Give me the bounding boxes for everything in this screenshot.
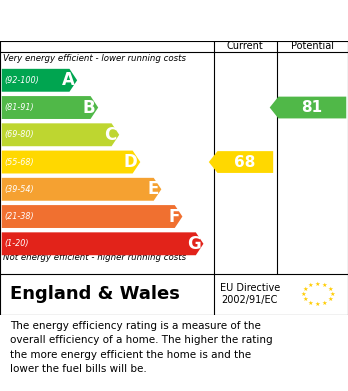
- Text: ★: ★: [307, 283, 313, 288]
- Text: G: G: [187, 235, 201, 253]
- Text: ★: ★: [307, 301, 313, 305]
- Polygon shape: [2, 178, 161, 201]
- Polygon shape: [2, 69, 77, 92]
- Text: ★: ★: [302, 287, 308, 292]
- Text: ★: ★: [300, 292, 306, 297]
- Polygon shape: [270, 97, 346, 118]
- Text: (81-91): (81-91): [4, 103, 34, 112]
- Text: The energy efficiency rating is a measure of the
overall efficiency of a home. T: The energy efficiency rating is a measur…: [10, 321, 273, 374]
- Text: ★: ★: [327, 287, 333, 292]
- Text: E: E: [147, 180, 159, 198]
- Text: ★: ★: [302, 297, 308, 302]
- Text: B: B: [83, 99, 95, 117]
- Text: (21-38): (21-38): [4, 212, 34, 221]
- Text: EU Directive
2002/91/EC: EU Directive 2002/91/EC: [220, 283, 280, 305]
- Text: D: D: [124, 153, 137, 171]
- Text: ★: ★: [322, 283, 328, 288]
- Text: ★: ★: [327, 297, 333, 302]
- Text: 68: 68: [235, 154, 256, 170]
- Text: ★: ★: [322, 301, 328, 305]
- Polygon shape: [209, 151, 273, 173]
- Text: A: A: [62, 71, 74, 89]
- Text: England & Wales: England & Wales: [10, 285, 180, 303]
- Text: C: C: [104, 126, 117, 144]
- Text: (1-20): (1-20): [4, 239, 29, 248]
- Polygon shape: [2, 96, 98, 119]
- Text: Potential: Potential: [291, 41, 334, 51]
- Text: Energy Efficiency Rating: Energy Efficiency Rating: [10, 13, 220, 28]
- Text: F: F: [168, 208, 180, 226]
- Text: Not energy efficient - higher running costs: Not energy efficient - higher running co…: [3, 253, 187, 262]
- Text: (92-100): (92-100): [4, 76, 39, 85]
- Text: (55-68): (55-68): [4, 158, 34, 167]
- Text: ★: ★: [315, 282, 321, 287]
- Polygon shape: [2, 123, 119, 146]
- Text: Current: Current: [227, 41, 264, 51]
- Polygon shape: [2, 232, 204, 255]
- Text: (39-54): (39-54): [4, 185, 34, 194]
- Text: Very energy efficient - lower running costs: Very energy efficient - lower running co…: [3, 54, 187, 63]
- Text: 81: 81: [302, 100, 323, 115]
- Polygon shape: [2, 205, 182, 228]
- Text: (69-80): (69-80): [4, 130, 34, 139]
- Text: ★: ★: [315, 302, 321, 307]
- Text: ★: ★: [329, 292, 335, 297]
- Polygon shape: [2, 151, 140, 174]
